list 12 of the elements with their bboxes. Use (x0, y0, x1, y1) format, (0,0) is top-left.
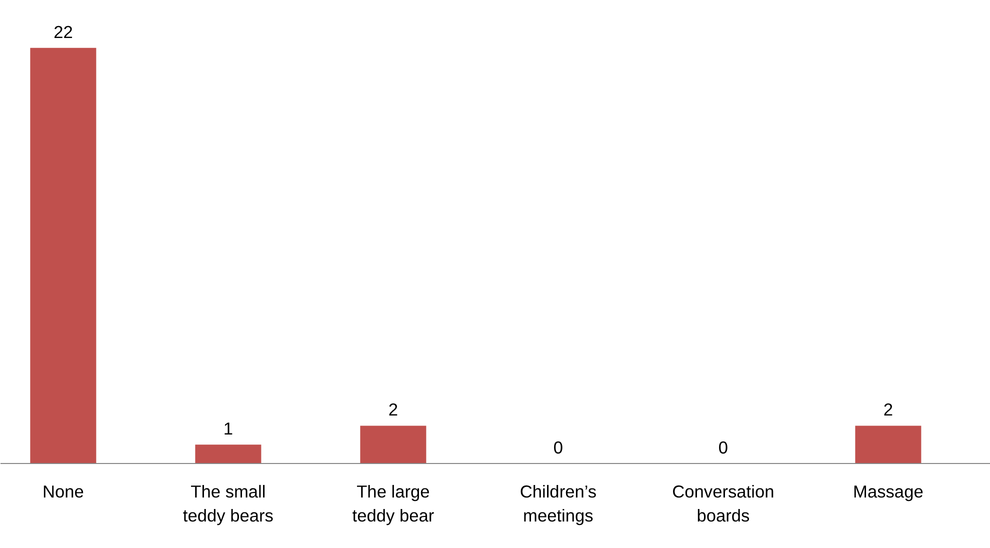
data-label: 1 (223, 418, 234, 439)
data-label: 0 (718, 438, 728, 458)
x-tick-label: None (42, 482, 84, 502)
data-label: 2 (883, 400, 894, 420)
data-label: 22 (54, 22, 73, 42)
x-tick-label: The large teddy bear (352, 482, 434, 526)
x-tick-label: Massage (853, 482, 924, 502)
x-tick-label: Conversation boards (672, 482, 774, 526)
data-label: 2 (388, 400, 398, 420)
x-tick-label: The small teddy bears (182, 482, 274, 526)
data-label: 0 (553, 438, 564, 458)
x-tick-label: Children’s meetings (520, 482, 597, 526)
